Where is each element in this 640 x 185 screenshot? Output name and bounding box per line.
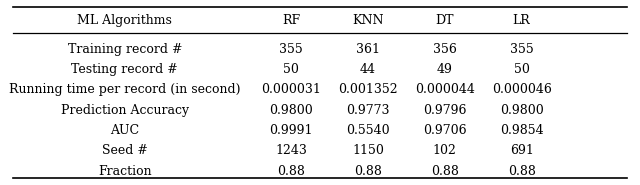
Text: 49: 49 (437, 63, 452, 76)
Text: 0.9800: 0.9800 (269, 104, 313, 117)
Text: Seed #: Seed # (102, 144, 148, 157)
Text: Fraction: Fraction (98, 165, 152, 178)
Text: DT: DT (436, 14, 454, 27)
Text: 0.5540: 0.5540 (346, 124, 390, 137)
Text: 0.88: 0.88 (431, 165, 459, 178)
Text: 0.9706: 0.9706 (423, 124, 467, 137)
Text: 0.88: 0.88 (354, 165, 382, 178)
Text: 0.88: 0.88 (508, 165, 536, 178)
Text: 0.9796: 0.9796 (423, 104, 467, 117)
Text: 44: 44 (360, 63, 376, 76)
Text: 355: 355 (279, 43, 303, 56)
Text: 0.001352: 0.001352 (338, 83, 398, 96)
Text: 1150: 1150 (352, 144, 384, 157)
Text: 0.9800: 0.9800 (500, 104, 543, 117)
Text: 691: 691 (509, 144, 534, 157)
Text: AUC: AUC (110, 124, 140, 137)
Text: 0.000031: 0.000031 (261, 83, 321, 96)
Text: 50: 50 (514, 63, 529, 76)
Text: RF: RF (282, 14, 300, 27)
Text: LR: LR (513, 14, 531, 27)
Text: 102: 102 (433, 144, 457, 157)
Text: 0.9991: 0.9991 (269, 124, 313, 137)
Text: KNN: KNN (352, 14, 384, 27)
Text: 356: 356 (433, 43, 457, 56)
Text: 0.000046: 0.000046 (492, 83, 552, 96)
Text: Testing record #: Testing record # (72, 63, 178, 76)
Text: 50: 50 (284, 63, 299, 76)
Text: 0.88: 0.88 (277, 165, 305, 178)
Text: Prediction Accuracy: Prediction Accuracy (61, 104, 189, 117)
Text: Training record #: Training record # (68, 43, 182, 56)
Text: 0.9854: 0.9854 (500, 124, 543, 137)
Text: 1243: 1243 (275, 144, 307, 157)
Text: 361: 361 (356, 43, 380, 56)
Text: 0.000044: 0.000044 (415, 83, 475, 96)
Text: 0.9773: 0.9773 (346, 104, 390, 117)
Text: ML Algorithms: ML Algorithms (77, 14, 172, 27)
Text: Running time per record (in second): Running time per record (in second) (9, 83, 241, 96)
Text: 355: 355 (509, 43, 534, 56)
